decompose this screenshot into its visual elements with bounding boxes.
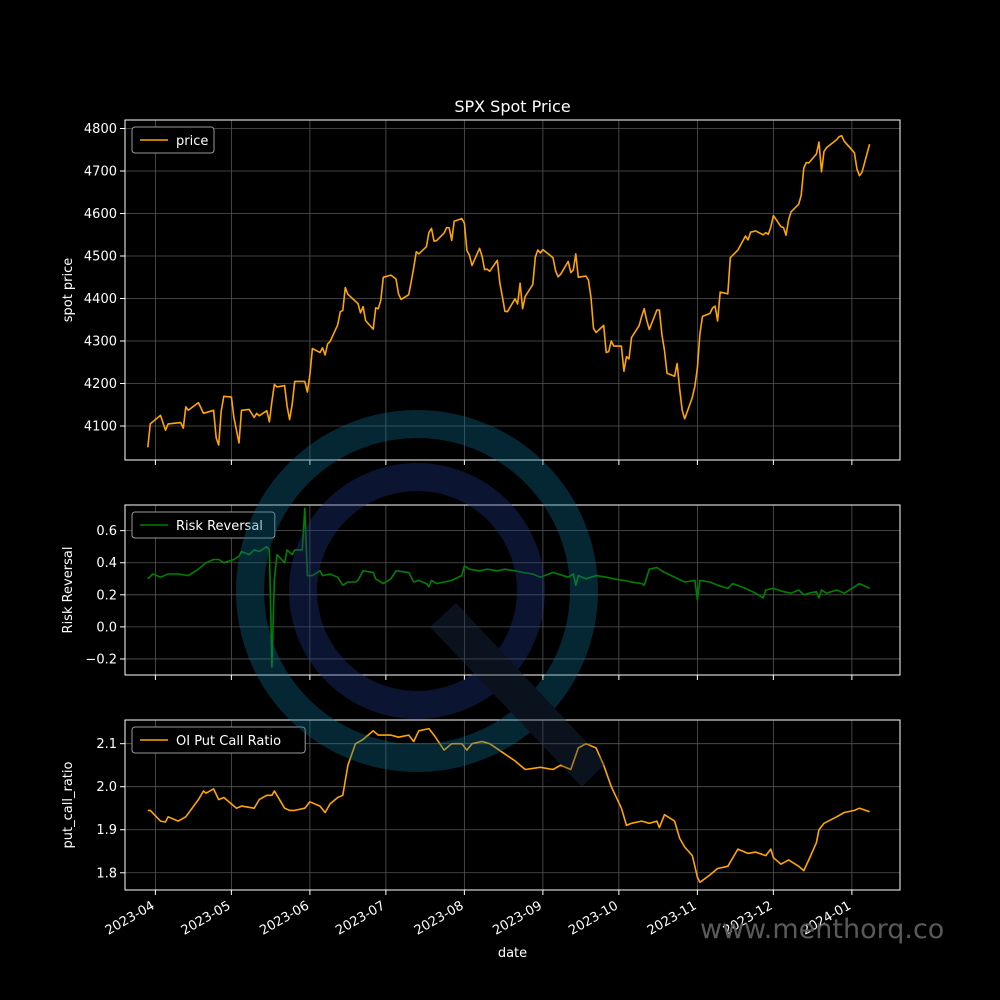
chart-title: SPX Spot Price	[454, 97, 570, 116]
y-axis-label: put_call_ratio	[61, 762, 76, 849]
y-tick-label: 4700	[84, 165, 117, 180]
y-tick-label: 0.4	[96, 556, 117, 571]
legend: price	[131, 126, 215, 154]
y-tick-label: 1.9	[96, 823, 117, 838]
y-axis-label: Risk Reversal	[61, 547, 76, 634]
legend-label: OI Put Call Ratio	[176, 734, 281, 749]
legend: Risk Reversal	[131, 511, 276, 539]
menthorq-q-logo	[236, 410, 606, 787]
watermark-text: www.menthorq.co	[700, 914, 945, 945]
series-line	[147, 134, 871, 448]
series-line	[147, 507, 870, 668]
y-tick-label: 4800	[84, 122, 117, 137]
y-tick-label: 4100	[84, 420, 117, 435]
legend-label: price	[176, 134, 208, 149]
y-tick-label: 4300	[84, 335, 117, 350]
x-axis-label: date	[498, 946, 527, 961]
y-tick-label: 2.0	[96, 780, 117, 795]
y-tick-label: 0.0	[96, 620, 117, 635]
y-tick-label: −0.2	[85, 652, 117, 667]
legend-box	[131, 126, 215, 154]
y-tick-label: 4600	[84, 207, 117, 222]
legend-label: Risk Reversal	[176, 519, 263, 534]
logo-q-tail	[430, 603, 606, 787]
y-axis-label: spot price	[61, 258, 76, 323]
series-line	[147, 727, 870, 884]
chart-panel-1: 4100 4200 4300 4400 4500 4600 4700 4800 SPX Spot…	[61, 97, 901, 465]
chart-panel-2: −0.2 0.0 0.2 0.4 0.6 Risk Reversal Risk Revers…	[61, 504, 901, 680]
axes-frame	[124, 119, 901, 461]
legend-box	[131, 726, 306, 754]
logo-outer-ring	[236, 410, 598, 772]
y-tick-label: 4400	[84, 292, 117, 307]
legend: OI Put Call Ratio	[131, 726, 306, 754]
axes-frame	[124, 719, 901, 891]
y-tick-label: 0.6	[96, 524, 117, 539]
y-tick-label: 4500	[84, 250, 117, 265]
y-tick-label: 1.8	[96, 866, 117, 881]
y-tick-label: 2.1	[96, 737, 117, 752]
logo-inner-ring	[289, 463, 545, 719]
y-tick-label: 4200	[84, 377, 117, 392]
axes-frame	[124, 504, 901, 676]
legend-box	[131, 511, 276, 539]
y-tick-label: 0.2	[96, 588, 117, 603]
